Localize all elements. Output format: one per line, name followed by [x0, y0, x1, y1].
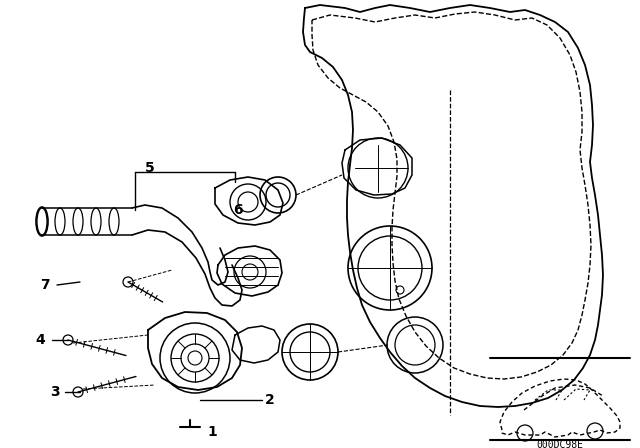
Text: 5: 5 [145, 161, 155, 175]
Text: 1: 1 [207, 425, 217, 439]
Text: 2: 2 [265, 393, 275, 407]
Text: 7: 7 [40, 278, 50, 292]
Text: 6: 6 [233, 203, 243, 217]
Text: 3: 3 [50, 385, 60, 399]
Text: 4: 4 [35, 333, 45, 347]
Text: 000DC98E: 000DC98E [536, 440, 584, 448]
